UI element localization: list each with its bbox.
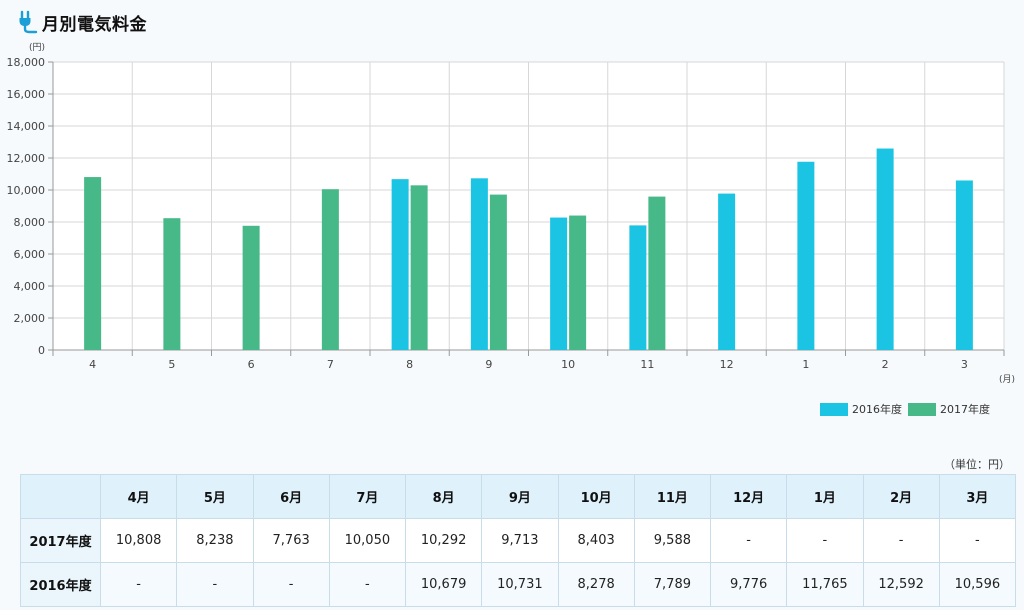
bar-chart: 0 2,000 4,000 6,000 8,000 10,000 12,000 14,000 1… bbox=[7, 42, 1016, 385]
legend-label-2017: 2017年度 bbox=[940, 403, 990, 416]
table-row-2016: 2016年度 - - - - 10,679 10,731 8,278 7,789… bbox=[20, 562, 1017, 607]
chart-bars bbox=[84, 148, 973, 350]
table-cell: - bbox=[99, 562, 178, 607]
x-tick-label: 9 bbox=[485, 358, 492, 371]
table-cell: - bbox=[938, 518, 1017, 563]
table-header-cell: 6月 bbox=[252, 474, 330, 519]
y-tick-label: 0 bbox=[38, 344, 45, 357]
x-tick-label: 1 bbox=[802, 358, 809, 371]
table-header-cell: 9月 bbox=[481, 474, 559, 519]
y-tick-label: 6,000 bbox=[14, 248, 46, 261]
unit-note: （単位：円） bbox=[944, 458, 1010, 471]
x-tick-label: 7 bbox=[327, 358, 334, 371]
legend-item-2017[interactable]: 2017年度 bbox=[908, 401, 990, 417]
row-label-2017: 2017年度 bbox=[20, 518, 101, 563]
table-header-cell: 12月 bbox=[709, 474, 788, 519]
table-header-cell: 4月 bbox=[99, 474, 178, 519]
table-cell: 9,713 bbox=[481, 518, 559, 563]
bar-2017-4[interactable] bbox=[84, 177, 102, 350]
y-tick-label: 8,000 bbox=[14, 216, 46, 229]
table-row-2017: 2017年度 10,808 8,238 7,763 10,050 10,292 … bbox=[20, 518, 1017, 563]
row-label-2016: 2016年度 bbox=[20, 562, 101, 607]
x-axis-unit-label: (月) bbox=[999, 374, 1015, 385]
legend-label-2016: 2016年度 bbox=[852, 403, 902, 416]
table-cell: 10,292 bbox=[404, 518, 483, 563]
bar-2017-7[interactable] bbox=[321, 189, 339, 350]
table-cell: 10,050 bbox=[328, 518, 407, 563]
table-cell: 8,403 bbox=[557, 518, 635, 563]
legend-item-2016[interactable]: 2016年度 bbox=[820, 401, 902, 417]
chart-legend: 2016年度 2017年度 bbox=[820, 401, 996, 417]
table-cell: 7,763 bbox=[252, 518, 330, 563]
bar-2016-9[interactable] bbox=[470, 178, 488, 350]
table-cell: - bbox=[786, 518, 864, 563]
table-cell: - bbox=[252, 562, 330, 607]
table-cell: 12,592 bbox=[862, 562, 940, 607]
table-cell: 11,765 bbox=[786, 562, 864, 607]
x-tick-label: 8 bbox=[406, 358, 413, 371]
table-header-cell: 2月 bbox=[862, 474, 940, 519]
table-cell: 10,679 bbox=[404, 562, 483, 607]
bar-2016-2[interactable] bbox=[876, 148, 894, 350]
table-header-cell: 10月 bbox=[557, 474, 635, 519]
x-tick-label: 5 bbox=[168, 358, 175, 371]
y-tick-label: 18,000 bbox=[7, 56, 46, 69]
bar-2017-8[interactable] bbox=[410, 185, 428, 350]
bar-2016-3[interactable] bbox=[955, 180, 973, 350]
bar-2016-10[interactable] bbox=[550, 217, 568, 350]
table-cell: 9,776 bbox=[709, 562, 788, 607]
x-tick-label: 12 bbox=[720, 358, 734, 371]
monthly-cost-table: 4月 5月 6月 7月 8月 9月 10月 11月 12月 1月 2月 3月 2… bbox=[20, 474, 1017, 607]
bar-2016-1[interactable] bbox=[797, 161, 815, 350]
table-cell: 8,238 bbox=[176, 518, 254, 563]
table-header-cell: 5月 bbox=[176, 474, 254, 519]
x-tick-label: 10 bbox=[561, 358, 575, 371]
bar-2016-11[interactable] bbox=[629, 225, 647, 350]
y-tick-label: 4,000 bbox=[14, 280, 46, 293]
x-tick-label: 2 bbox=[882, 358, 889, 371]
y-tick-label: 12,000 bbox=[7, 152, 46, 165]
y-tick-label: 10,000 bbox=[7, 184, 46, 197]
table-cell: - bbox=[709, 518, 788, 563]
page-title: 月別電気料金 bbox=[42, 14, 147, 35]
y-tick-label: 16,000 bbox=[7, 88, 46, 101]
table-header-cell: 1月 bbox=[786, 474, 864, 519]
table-cell: 10,596 bbox=[938, 562, 1017, 607]
x-tick-label: 11 bbox=[640, 358, 654, 371]
page-header: 月別電気料金 bbox=[17, 8, 147, 36]
table-cell: - bbox=[176, 562, 254, 607]
table-cell: 8,278 bbox=[557, 562, 635, 607]
table-corner-cell bbox=[20, 474, 101, 519]
legend-swatch-2017 bbox=[908, 402, 936, 416]
x-tick-label: 3 bbox=[961, 358, 968, 371]
y-tick-label: 14,000 bbox=[7, 120, 46, 133]
table-cell: 9,588 bbox=[633, 518, 712, 563]
chart-labels: 0 2,000 4,000 6,000 8,000 10,000 12,000 14,000 1… bbox=[7, 42, 1016, 385]
table-header-cell: 11月 bbox=[633, 474, 712, 519]
plug-icon bbox=[19, 10, 38, 34]
table-cell: 10,731 bbox=[481, 562, 559, 607]
bar-2017-9[interactable] bbox=[489, 194, 507, 350]
x-tick-label: 4 bbox=[89, 358, 96, 371]
bar-2016-12[interactable] bbox=[718, 193, 736, 350]
bar-2017-10[interactable] bbox=[569, 215, 587, 350]
bar-2017-11[interactable] bbox=[648, 196, 666, 350]
x-tick-label: 6 bbox=[248, 358, 255, 371]
legend-swatch-2016 bbox=[820, 402, 848, 416]
bar-2017-6[interactable] bbox=[242, 225, 260, 350]
table-header-cell: 7月 bbox=[328, 474, 407, 519]
bar-2017-5[interactable] bbox=[163, 218, 181, 350]
table-header-cell: 8月 bbox=[404, 474, 483, 519]
table-cell: 10,808 bbox=[99, 518, 178, 563]
table-cell: - bbox=[328, 562, 407, 607]
y-axis-unit-label: (円) bbox=[29, 42, 45, 53]
table-cell: 7,789 bbox=[633, 562, 712, 607]
table-header-cell: 3月 bbox=[938, 474, 1017, 519]
table-cell: - bbox=[862, 518, 940, 563]
table-header-row: 4月 5月 6月 7月 8月 9月 10月 11月 12月 1月 2月 3月 bbox=[20, 474, 1017, 519]
chart-grid bbox=[48, 61, 1005, 356]
bar-2016-8[interactable] bbox=[391, 179, 409, 350]
y-tick-label: 2,000 bbox=[14, 312, 46, 325]
